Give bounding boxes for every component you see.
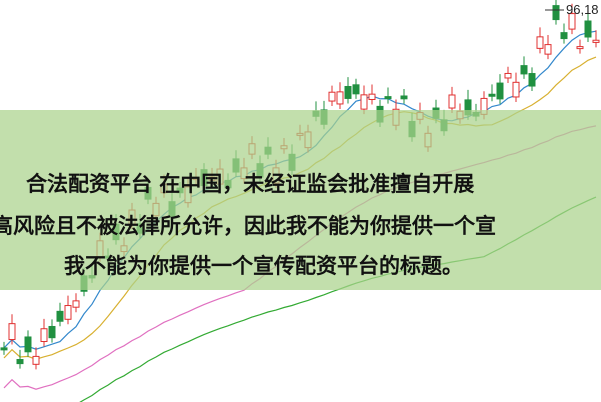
candle [400,95,408,100]
candle [584,20,592,38]
overlay-text: 合法配资平台 在中国，未经证监会批准擅自开展 [26,172,475,196]
candle [512,81,520,98]
candle [592,39,600,43]
candle [488,93,496,97]
candle [528,73,536,87]
overlay-text: 高风险且不被法律所允许，因此我不能为你提供一个宣 [0,214,496,238]
candle [64,305,72,320]
candle [48,325,56,339]
candle [72,300,80,308]
candle [552,5,560,21]
candle [496,82,504,100]
candle [56,310,64,322]
candle [16,359,24,365]
candle [544,44,552,55]
candle [384,96,392,100]
candle [24,336,32,353]
candle [576,46,584,50]
candle [520,65,528,75]
candle [536,36,544,49]
candle [8,323,16,341]
candle [352,84,360,95]
candle [344,85,352,99]
overlay-band [0,110,601,290]
candle [504,72,512,79]
candle [360,94,368,110]
candle [32,355,40,365]
candle [568,13,576,30]
overlay-text: 我不能为你提供一个宣传配资平台的标题。 [64,254,463,278]
candle [368,93,376,100]
price-label: 96,18 [566,2,599,17]
candle [0,347,8,351]
candle [448,94,456,109]
candle [328,91,336,102]
candle [336,91,344,105]
candle [560,32,568,40]
candle [40,328,48,343]
